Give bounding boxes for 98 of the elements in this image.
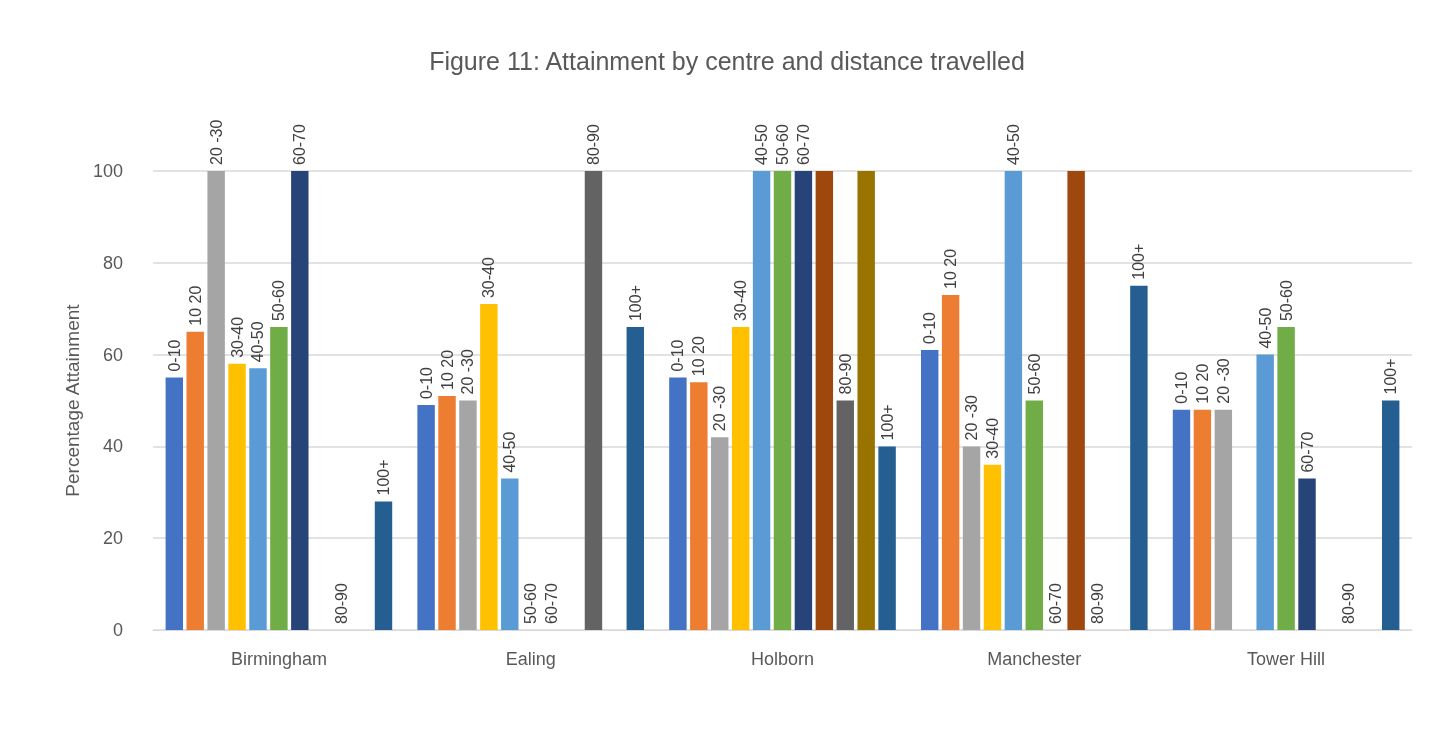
bar [711, 437, 729, 630]
bar [983, 464, 1002, 630]
text: 30-40 [228, 316, 246, 358]
bar [459, 400, 477, 630]
text: 40-50 [249, 321, 267, 363]
text: 0-10 [1173, 371, 1191, 404]
text: 40-50 [1004, 124, 1022, 165]
bar [291, 171, 309, 630]
text: 80-90 [584, 123, 602, 165]
text: 10 20 [1193, 363, 1211, 404]
bar [249, 368, 267, 630]
text: 50-60 [270, 280, 288, 322]
bar [920, 350, 939, 630]
y-tick-label: 0 [112, 620, 123, 640]
text: 0-10 [417, 367, 435, 400]
bar [626, 327, 645, 630]
y-axis-title: Percentage Attainment [62, 303, 84, 497]
bar [207, 171, 225, 630]
text: 0-10 [669, 339, 687, 372]
text: 50-60 [1277, 280, 1295, 322]
y-tick-label: 40 [102, 436, 123, 457]
x-tick-label: Holborn [750, 649, 815, 669]
bar [815, 171, 834, 630]
text: 60-70 [1298, 431, 1316, 473]
bar [941, 294, 960, 630]
text: 40-50 [753, 124, 771, 165]
bar [501, 478, 519, 630]
bar [270, 327, 288, 630]
bar [1193, 409, 1212, 630]
bar [752, 171, 771, 630]
text: 40-50 [501, 431, 519, 473]
bar [1130, 285, 1148, 630]
text: 60-70 [291, 123, 309, 165]
text: 20 -30 [711, 385, 729, 432]
bar [1067, 171, 1085, 630]
bar [962, 446, 981, 630]
x-tick-label: Ealing [505, 649, 556, 669]
text: 60-70 [1046, 583, 1064, 624]
bar [731, 327, 750, 630]
bar [186, 331, 204, 630]
text: 20 -30 [459, 349, 477, 395]
text: 100+ [1130, 243, 1148, 280]
y-tick-label: 60 [102, 344, 123, 365]
text: 50-60 [522, 583, 540, 624]
bar [480, 304, 498, 630]
text: 30-40 [732, 280, 750, 322]
bar [857, 171, 875, 630]
bar [690, 382, 708, 630]
text: 10 20 [186, 285, 204, 326]
bar [1004, 171, 1023, 630]
text: 100+ [1382, 358, 1400, 395]
bar [1277, 327, 1295, 630]
bar [794, 171, 813, 630]
x-tick-label: Birmingham [230, 649, 327, 669]
text: 0-10 [165, 339, 183, 372]
text: 80-90 [333, 583, 351, 624]
bar [228, 363, 246, 630]
x-tick-label: Tower Hill [1247, 649, 1326, 669]
text: 60-70 [794, 124, 812, 165]
text: 20 -30 [207, 119, 225, 165]
text: 100+ [626, 285, 644, 322]
bar [374, 501, 393, 630]
text: 50-60 [1025, 353, 1043, 395]
bar [1381, 400, 1400, 630]
bar [878, 446, 896, 630]
bar [1172, 409, 1191, 630]
text: 80-90 [1088, 583, 1106, 624]
bar [773, 171, 792, 630]
bar [669, 377, 687, 630]
text: 30-40 [983, 417, 1001, 459]
bar [1298, 478, 1316, 630]
bar [584, 171, 603, 630]
text: 40-50 [1256, 307, 1274, 349]
bar [438, 395, 456, 630]
bar [1256, 354, 1274, 630]
bar [1214, 409, 1233, 630]
bar [165, 377, 184, 630]
y-tick-label: 20 [102, 528, 123, 549]
text: 10 20 [438, 349, 456, 390]
chart-title: Figure 11: Attainment by centre and distance travelled [429, 46, 1025, 75]
text: 20 -30 [963, 395, 981, 441]
bar [1025, 400, 1044, 630]
text: 10 20 [942, 248, 960, 289]
text: 100+ [374, 459, 392, 496]
text: 10 20 [690, 336, 708, 377]
text: 0-10 [921, 311, 939, 345]
text: 30-40 [480, 257, 498, 299]
x-tick-label: Manchester [987, 649, 1082, 669]
text: 60-70 [543, 583, 561, 624]
y-tick-label: 80 [102, 252, 123, 273]
bar [836, 400, 854, 630]
text: 20 -30 [1214, 358, 1232, 404]
y-tick-label: 100 [92, 161, 123, 181]
text: 80-90 [836, 353, 854, 395]
text: 100+ [878, 404, 896, 441]
text: 80-90 [1340, 583, 1358, 624]
bar [417, 405, 435, 630]
text: 50-60 [774, 124, 791, 165]
